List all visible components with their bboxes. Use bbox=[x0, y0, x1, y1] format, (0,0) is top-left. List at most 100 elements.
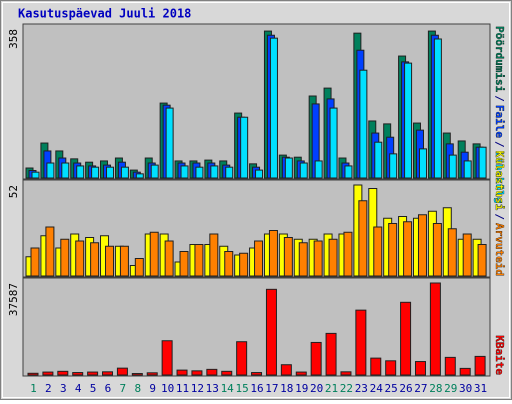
bar bbox=[325, 332, 337, 376]
bar bbox=[462, 233, 472, 277]
y-tick-label: 358 bbox=[7, 29, 20, 49]
bar bbox=[176, 369, 188, 376]
x-tick-label: 27 bbox=[414, 382, 427, 395]
x-tick-label: 4 bbox=[75, 382, 82, 395]
bar bbox=[150, 164, 159, 179]
bar bbox=[429, 282, 441, 376]
bar bbox=[221, 370, 233, 376]
bar bbox=[165, 107, 174, 179]
legend-text: Pöördumisi / Faile / Lehekülgi bbox=[493, 26, 506, 211]
bar bbox=[295, 371, 307, 376]
bar bbox=[328, 238, 338, 277]
x-tick-label: 24 bbox=[370, 382, 384, 395]
x-tick-label: 10 bbox=[161, 382, 174, 395]
bar bbox=[194, 244, 204, 277]
bar bbox=[27, 372, 39, 376]
x-tick-label: 8 bbox=[134, 382, 141, 395]
bar bbox=[102, 371, 114, 376]
bar bbox=[340, 371, 352, 376]
bar bbox=[164, 240, 174, 277]
legend-entry: Faile bbox=[493, 105, 506, 138]
x-tick-label: 21 bbox=[325, 382, 338, 395]
bar bbox=[418, 148, 427, 179]
bar bbox=[374, 141, 383, 179]
bar bbox=[210, 165, 219, 179]
bar bbox=[344, 165, 353, 179]
bar bbox=[280, 364, 292, 376]
legend-entry: Lehekülgi bbox=[493, 151, 506, 211]
bar bbox=[146, 372, 158, 376]
x-tick-label: 1 bbox=[30, 382, 37, 395]
x-tick-label: 14 bbox=[221, 382, 235, 395]
bar bbox=[313, 240, 323, 277]
y-tick-label: 37587 bbox=[7, 283, 20, 316]
y-tick-label: 52 bbox=[7, 185, 20, 198]
bar bbox=[314, 160, 323, 179]
bar bbox=[444, 356, 456, 376]
bar bbox=[191, 370, 203, 376]
x-tick-label: 11 bbox=[176, 382, 189, 395]
bar bbox=[283, 237, 293, 277]
bar bbox=[106, 166, 115, 179]
x-tick-label: 3 bbox=[60, 382, 67, 395]
bar bbox=[236, 341, 248, 376]
bar bbox=[370, 357, 382, 376]
x-tick-label: 22 bbox=[340, 382, 353, 395]
bar bbox=[119, 245, 129, 277]
legend-text: Külastusi / Arvuteid bbox=[493, 151, 506, 276]
bar bbox=[388, 223, 398, 277]
x-tick-label: 6 bbox=[105, 382, 112, 395]
bar bbox=[404, 62, 413, 179]
x-tick-label: 5 bbox=[90, 382, 97, 395]
chart-title: Kasutuspäevad Juuli 2018 bbox=[18, 7, 191, 21]
x-tick-label: 16 bbox=[250, 382, 263, 395]
bar bbox=[477, 244, 487, 277]
bar bbox=[265, 288, 277, 376]
plot-area bbox=[22, 23, 491, 180]
x-tick-label: 29 bbox=[444, 382, 457, 395]
bar bbox=[343, 231, 353, 277]
bar bbox=[240, 116, 249, 179]
plot-area bbox=[22, 277, 491, 377]
bar bbox=[284, 157, 293, 179]
x-tick-label: 31 bbox=[474, 382, 487, 395]
x-tick-label: 7 bbox=[120, 382, 127, 395]
bar bbox=[478, 146, 487, 179]
bar bbox=[355, 309, 367, 376]
x-tick-label: 23 bbox=[355, 382, 368, 395]
bar bbox=[45, 226, 55, 277]
bar bbox=[359, 69, 368, 179]
legend-separator: / bbox=[493, 95, 506, 102]
x-tick-label: 26 bbox=[399, 382, 412, 395]
bar bbox=[116, 367, 128, 376]
bar bbox=[180, 165, 189, 179]
bar bbox=[72, 372, 84, 376]
bar bbox=[268, 230, 278, 277]
bar bbox=[269, 37, 278, 179]
bar bbox=[417, 214, 427, 277]
bar bbox=[134, 258, 144, 277]
bar bbox=[385, 360, 397, 376]
bar bbox=[225, 166, 234, 179]
x-tick-label: 17 bbox=[265, 382, 278, 395]
x-tick-label: 9 bbox=[149, 382, 156, 395]
bar bbox=[91, 166, 100, 179]
bar bbox=[224, 251, 234, 277]
bar bbox=[57, 370, 69, 376]
bar bbox=[414, 361, 426, 376]
bar bbox=[403, 221, 413, 277]
bar bbox=[358, 200, 368, 277]
bar bbox=[179, 251, 189, 277]
bar bbox=[149, 231, 159, 277]
bar bbox=[161, 340, 173, 376]
legend: Külastusi / Arvuteid bbox=[493, 151, 506, 277]
x-tick-label: 18 bbox=[280, 382, 293, 395]
bar bbox=[61, 162, 70, 179]
legend: KBaite bbox=[493, 335, 506, 375]
bar bbox=[75, 240, 85, 277]
x-tick-label: 19 bbox=[295, 382, 308, 395]
bar bbox=[131, 373, 143, 376]
bar bbox=[389, 153, 398, 179]
x-tick-label: 20 bbox=[310, 382, 323, 395]
